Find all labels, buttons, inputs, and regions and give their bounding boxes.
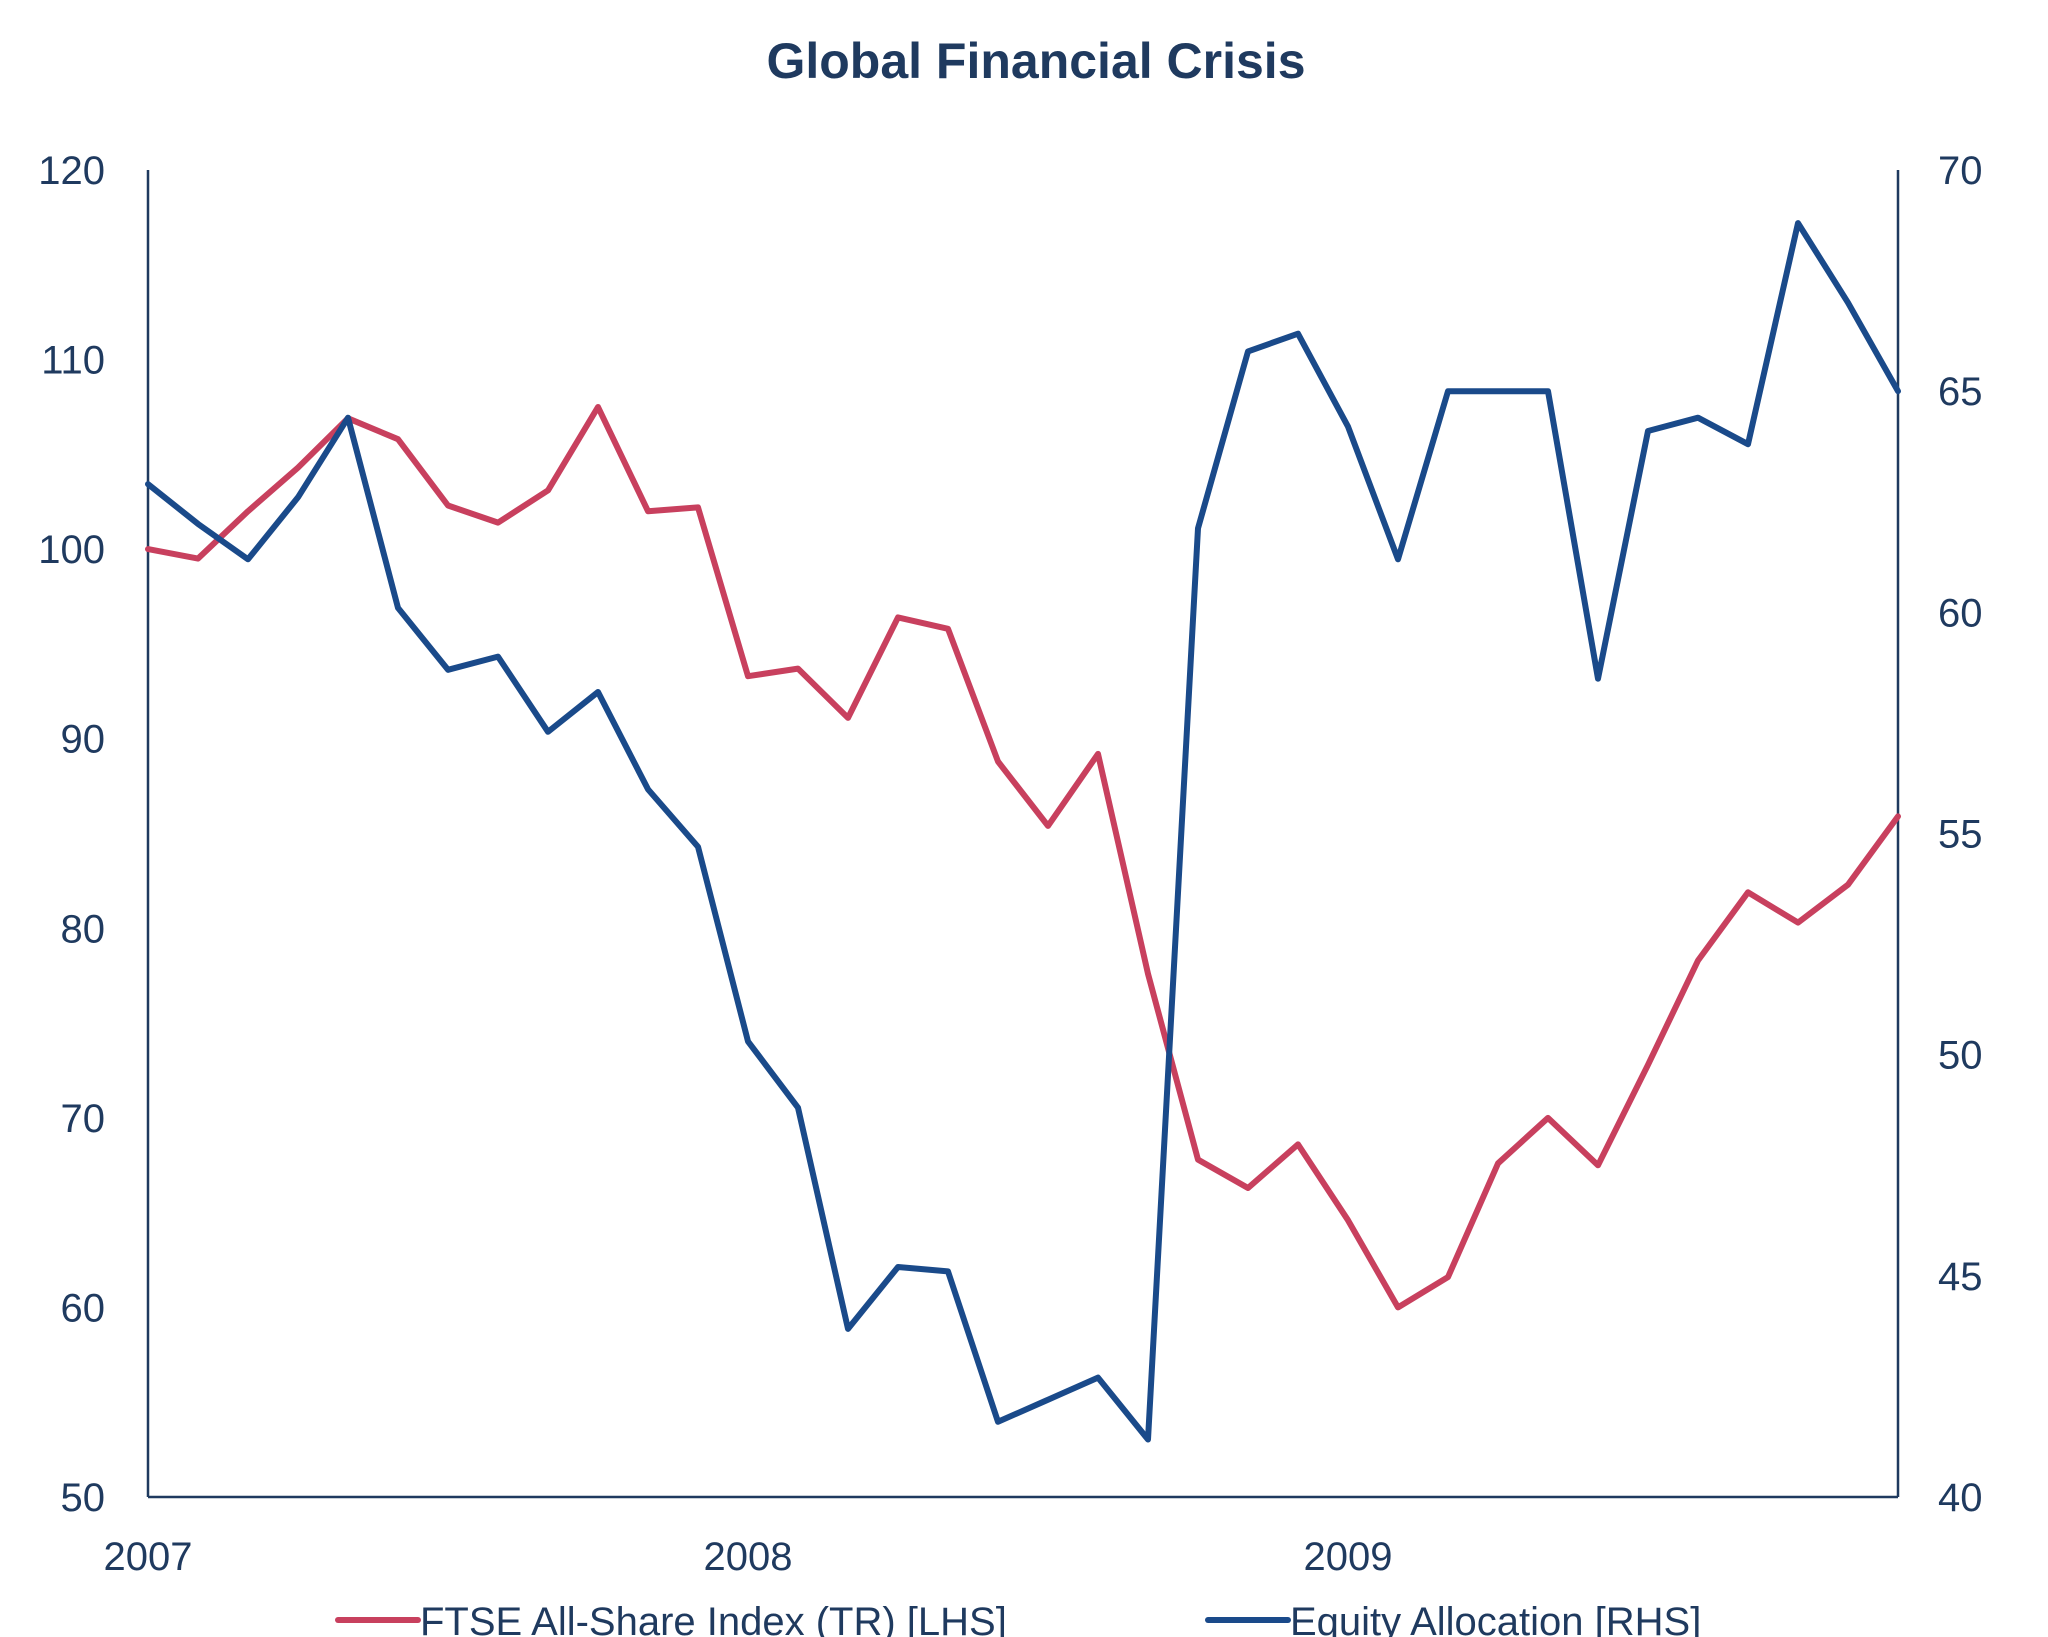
x-tick-label: 2008 xyxy=(704,1535,793,1579)
series-lines xyxy=(145,220,1901,1443)
legend-label-ftse: FTSE All-Share Index (TR) [LHS] xyxy=(420,1600,1007,1637)
y-left-tick-label: 120 xyxy=(38,149,105,193)
y-left-tick-label: 110 xyxy=(41,339,105,383)
x-tick-labels: 2007 2008 2009 xyxy=(104,1535,1393,1579)
y-right-tick-label: 70 xyxy=(1938,149,1983,193)
y-right-tick-label: 45 xyxy=(1938,1255,1983,1299)
legend-label-equity: Equity Allocation [RHS] xyxy=(1290,1600,1701,1637)
legend: FTSE All-Share Index (TR) [LHS] Equity A… xyxy=(335,1600,1701,1637)
chart-title: Global Financial Crisis xyxy=(766,33,1305,89)
y-right-tick-label: 60 xyxy=(1938,591,1983,635)
y-right-tick-label: 50 xyxy=(1938,1034,1983,1078)
x-tick-label: 2009 xyxy=(1304,1535,1393,1579)
right-tick-labels: 40 45 50 55 60 65 70 xyxy=(1938,149,1983,1520)
y-left-tick-label: 60 xyxy=(61,1286,106,1330)
y-left-tick-label: 100 xyxy=(38,528,105,572)
y-right-tick-label: 40 xyxy=(1938,1476,1983,1520)
y-left-tick-label: 90 xyxy=(61,718,106,762)
y-left-tick-label: 80 xyxy=(61,907,106,951)
x-tick-label: 2007 xyxy=(104,1535,193,1579)
left-tick-labels: 50 60 70 80 90 100 110 120 xyxy=(38,149,105,1520)
y-right-tick-label: 55 xyxy=(1938,813,1983,857)
y-left-tick-label: 50 xyxy=(61,1476,106,1520)
ftse-series-line xyxy=(145,404,1901,1311)
equity-allocation-series-line xyxy=(145,220,1901,1443)
y-right-tick-label: 65 xyxy=(1938,370,1983,414)
y-left-tick-label: 70 xyxy=(61,1097,106,1141)
